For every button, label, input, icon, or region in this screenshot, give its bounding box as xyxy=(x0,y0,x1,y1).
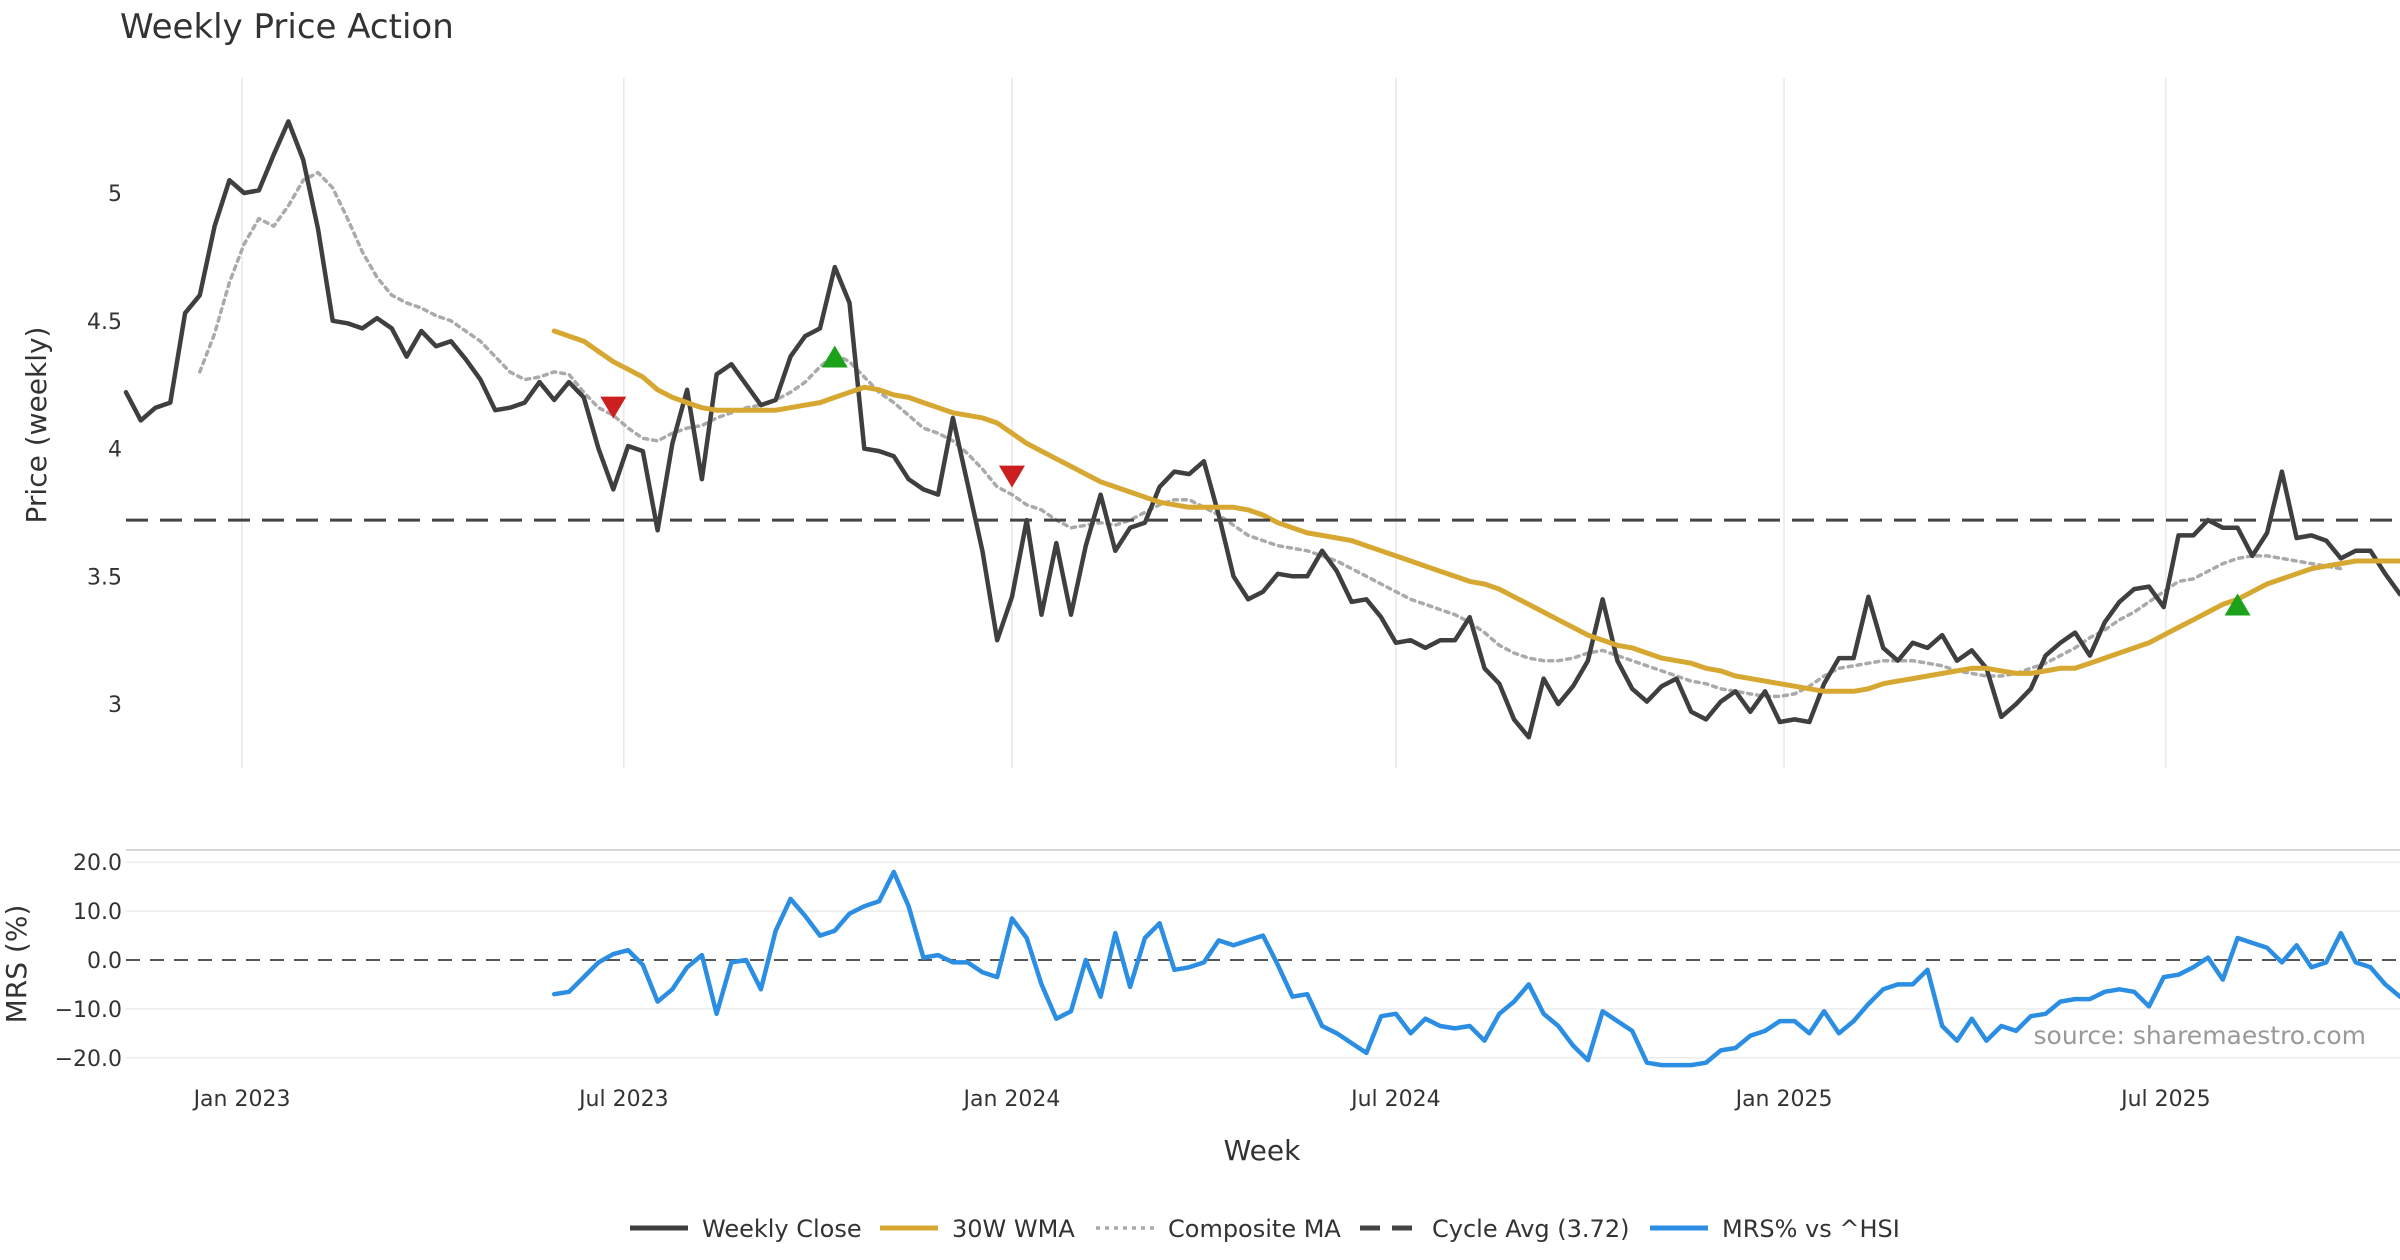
x-axis-ticks: Jan 2023 Jul 2023 Jan 2024 Jul 2024 Jan 2025… xyxy=(192,1087,2211,1112)
price-panel xyxy=(123,119,2400,740)
legend-label-30w-wma: 30W WMA xyxy=(952,1215,1075,1243)
x-tick-label: Jan 2024 xyxy=(962,1087,1061,1112)
chart-legend: Weekly Close 30W WMA Composite MA Cycle Avg… xyxy=(630,1215,1900,1243)
sell-signal-marker xyxy=(998,465,1025,488)
buy-signal-marker xyxy=(2224,593,2251,616)
price-y-tick-label: 4.5 xyxy=(87,310,122,335)
x-tick-label: Jul 2025 xyxy=(2119,1087,2211,1112)
mrs-panel-grid: 20.0 10.0 0.0 −10.0 −20.0 xyxy=(55,849,2400,1072)
x-tick-label: Jan 2023 xyxy=(192,1087,291,1112)
mrs-panel xyxy=(551,869,2400,1068)
chart-title: Weekly Price Action xyxy=(120,7,454,47)
buy-signal-marker xyxy=(821,345,848,368)
series-30w-wma-line xyxy=(551,328,2400,694)
legend-label-composite-ma: Composite MA xyxy=(1168,1215,1341,1243)
legend-label-mrs-vs-hsi: MRS% vs ^HSI xyxy=(1722,1215,1900,1243)
mrs-y-tick-label: 0.0 xyxy=(87,949,122,974)
x-tick-label: Jan 2025 xyxy=(1734,1087,1833,1112)
mrs-y-tick-label: −10.0 xyxy=(55,998,122,1023)
mrs-y-tick-label: −20.0 xyxy=(55,1047,122,1072)
x-tick-label: Jul 2024 xyxy=(1349,1087,1441,1112)
price-y-tick-label: 3.5 xyxy=(87,565,122,590)
legend-label-weekly-close: Weekly Close xyxy=(702,1215,862,1243)
sell-signal-marker xyxy=(600,396,627,419)
price-y-tick-label: 5 xyxy=(108,182,122,207)
x-tick-label: Jul 2023 xyxy=(577,1087,669,1112)
legend-label-cycle-avg-3-72: Cycle Avg (3.72) xyxy=(1432,1215,1629,1243)
price-y-tick-label: 4 xyxy=(108,438,122,463)
x-axis-label: Week xyxy=(1224,1134,1301,1167)
price-y-tick-label: 3 xyxy=(108,693,122,718)
series-weekly-close-line xyxy=(123,119,2400,740)
price-panel-grid: 3 3.5 4 4.5 5 xyxy=(87,78,2167,768)
series-composite-ma-line xyxy=(198,170,2343,699)
mrs-y-axis-label: MRS (%) xyxy=(0,905,33,1024)
series-mrs-vs-hsi-line xyxy=(551,869,2400,1068)
price-y-axis-label: Price (weekly) xyxy=(20,327,53,524)
mrs-y-tick-label: 20.0 xyxy=(73,851,122,876)
source-credit: source: sharemaestro.com xyxy=(2034,1021,2367,1050)
mrs-y-tick-label: 10.0 xyxy=(73,900,122,925)
